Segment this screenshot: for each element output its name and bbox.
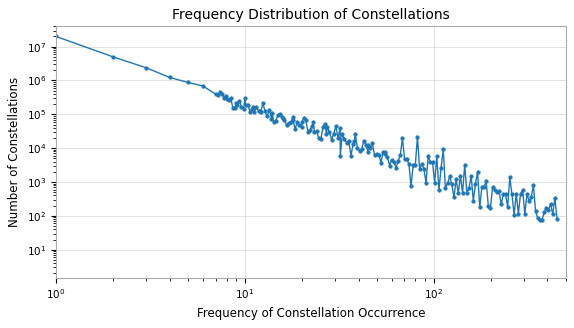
- Title: Frequency Distribution of Constellations: Frequency Distribution of Constellations: [172, 8, 450, 22]
- X-axis label: Frequency of Constellation Occurrence: Frequency of Constellation Occurrence: [197, 307, 425, 320]
- Y-axis label: Number of Constellations: Number of Constellations: [9, 77, 21, 227]
